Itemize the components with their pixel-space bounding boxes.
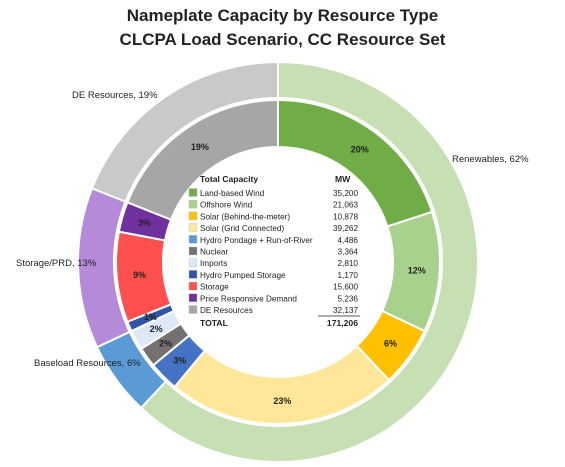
legend-header-unit: MW [335,174,351,184]
legend-swatch [188,293,198,302]
legend-item-name: Hydro Pumped Storage [200,271,286,280]
outer-slice-de-resources [90,60,279,203]
inner-ring-labels: 20%12%6%23%3%2%2%1%9%3%19% [133,142,426,406]
outer-ring-labels: Renewables, 62% Baseload Resources, 6% Sto… [16,90,529,369]
inner-slice-label: 2% [159,339,172,349]
legend-item-name: Land-based Wind [200,189,265,198]
chart-title: Nameplate Capacity by Resource Type [126,6,439,25]
legend-item-value: 39,262 [333,224,358,233]
legend-item-name: Solar (Grid Connected) [200,224,284,233]
legend-item-value: 21,063 [333,201,358,210]
legend-total-label: TOTAL [200,318,228,328]
legend-item-name: DE Resources [200,306,253,315]
legend-swatch [188,258,198,267]
inner-slice-label: 19% [191,142,209,152]
legend: Total Capacity MW Land-based Wind 35,200 Off… [188,174,360,328]
legend-swatch [188,305,198,314]
legend-item-value: 35,200 [333,189,358,198]
outer-slice-label: Storage/PRD, 13% [16,258,97,269]
legend-total-value: 171,206 [327,318,358,328]
legend-swatch [188,211,198,221]
legend-swatch [188,199,198,209]
legend-item-name: Imports [200,259,227,268]
inner-slice-label: 20% [351,145,369,155]
legend-swatch [188,223,198,232]
legend-item-value: 1,170 [338,271,359,280]
legend-item-name: Storage [200,283,229,292]
inner-slice-label: 3% [138,218,151,228]
inner-slice-label: 23% [273,396,291,406]
legend-item-value: 15,600 [333,283,358,292]
legend-item-value: 10,878 [333,212,358,221]
inner-slice-label: 1% [144,312,157,322]
legend-item-name: Hydro Pondage + Run-of-River [200,236,313,245]
legend-swatch [188,281,198,291]
legend-swatch [188,235,198,244]
legend-swatch [188,246,198,256]
legend-item-value: 5,236 [338,294,359,303]
inner-slice-de-resources [126,98,279,221]
outer-slice-label: Renewables, 62% [452,154,529,165]
legend-header-label: Total Capacity [200,174,258,184]
inner-slice-label: 2% [150,324,163,334]
legend-swatch [188,270,198,279]
legend-item-name: Solar (Behind-the-meter) [200,212,290,221]
legend-item-name: Offshore Wind [200,201,253,210]
legend-swatch [188,188,198,197]
legend-item-value: 2,810 [338,259,359,268]
chart-subtitle: CLCPA Load Scenario, CC Resource Set [119,30,446,49]
outer-ring [77,60,479,463]
inner-ring [115,98,441,425]
inner-slice-label: 9% [133,270,146,280]
legend-item-value: 4,486 [338,236,359,245]
inner-slice-label: 3% [173,355,186,365]
inner-slice-label: 6% [384,339,397,349]
legend-item-value: 32,137 [333,306,358,315]
legend-item-name: Price Responsive Demand [200,294,297,303]
legend-item-value: 3,364 [338,248,359,257]
legend-item-name: Nuclear [200,248,228,257]
inner-slice-label: 12% [408,266,426,276]
outer-slice-label: Baseload Resources, 6% [34,358,141,369]
outer-slice-label: DE Resources, 19% [72,90,158,101]
outer-slice-renewables [139,60,479,463]
